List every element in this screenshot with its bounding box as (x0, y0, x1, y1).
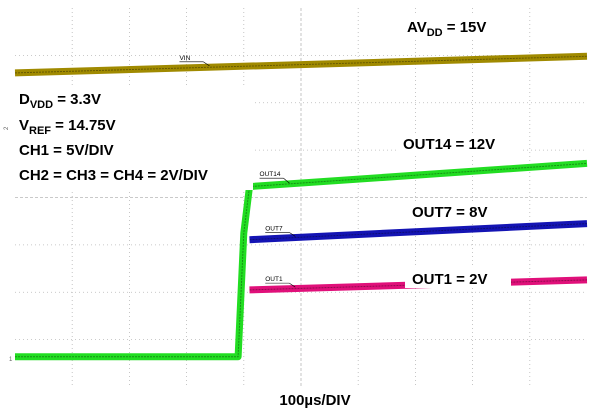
vin-tag-leader (203, 61, 210, 67)
vin-trace-noise (14, 55, 588, 74)
avdd-label: AVDD = 15V (407, 19, 486, 39)
ch234-scale-label: CH2 = CH3 = CH4 = 2V/DIV (19, 167, 208, 184)
out14-label: OUT14 = 12V (403, 136, 495, 153)
out7-label-background (405, 201, 511, 221)
vin-trace (14, 52, 588, 77)
out1-tag: OUT1 (265, 276, 283, 283)
out7-trace (249, 220, 588, 244)
out1-label: OUT1 = 2V (412, 271, 487, 288)
vin-tag: VIN (179, 55, 190, 62)
out7-label: OUT7 = 8V (412, 204, 487, 221)
out7-tag-leader (289, 232, 296, 237)
out14-trace (15, 159, 588, 361)
out7-tag: OUT7 (265, 225, 283, 232)
channel-marker-1: 1 (9, 357, 13, 363)
avdd-label-background (403, 15, 517, 37)
out7-trace-noise (249, 223, 588, 241)
ch1-scale-label: CH1 = 5V/DIV (19, 142, 114, 159)
time-base-label: 100µs/DIV (279, 392, 350, 409)
out1-label-background (405, 268, 511, 288)
trace-tags: VIN OUT14 OUT7 OUT1 (179, 55, 296, 288)
channel-marker-2: 2 (4, 126, 10, 130)
dvdd-label: DVDD = 3.3V (19, 91, 101, 111)
out14-tag: OUT14 (260, 171, 281, 178)
out14-tag-leader (283, 177, 290, 184)
out14-label-background (399, 133, 523, 153)
settings-legend-background (15, 86, 253, 190)
vref-label: VREF = 14.75V (19, 117, 116, 137)
out1-tag-leader (289, 282, 296, 288)
out14-trace-noise (15, 162, 588, 358)
